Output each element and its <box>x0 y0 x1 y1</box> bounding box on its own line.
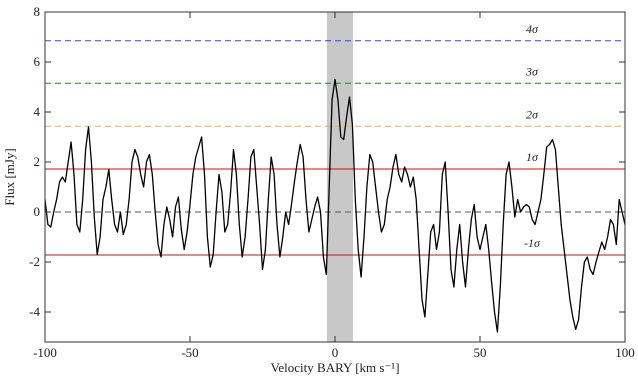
flux-line <box>45 78 625 333</box>
reference-label: 2σ <box>526 107 539 121</box>
x-tick-label: -100 <box>33 345 57 360</box>
x-tick-label: 100 <box>615 345 635 360</box>
y-tick-label: 6 <box>34 54 41 69</box>
y-tick-label: 0 <box>34 204 41 219</box>
reference-label: 3σ <box>525 64 539 78</box>
shaded-band <box>326 12 353 342</box>
x-axis-label: Velocity BARY [km s⁻¹] <box>270 360 399 375</box>
x-tick-label: -50 <box>181 345 198 360</box>
y-tick-label: 8 <box>34 4 41 19</box>
y-tick-label: -2 <box>29 254 40 269</box>
y-axis-label: Flux [mJy] <box>2 148 17 205</box>
y-tick-label: -4 <box>29 304 40 319</box>
reference-label: 1σ <box>526 150 539 164</box>
y-tick-label: 2 <box>34 154 41 169</box>
reference-label: -1σ <box>524 236 541 250</box>
x-tick-label: 50 <box>474 345 487 360</box>
y-tick-label: 4 <box>34 104 41 119</box>
reference-label: 4σ <box>526 22 539 36</box>
x-tick-label: 0 <box>332 345 339 360</box>
